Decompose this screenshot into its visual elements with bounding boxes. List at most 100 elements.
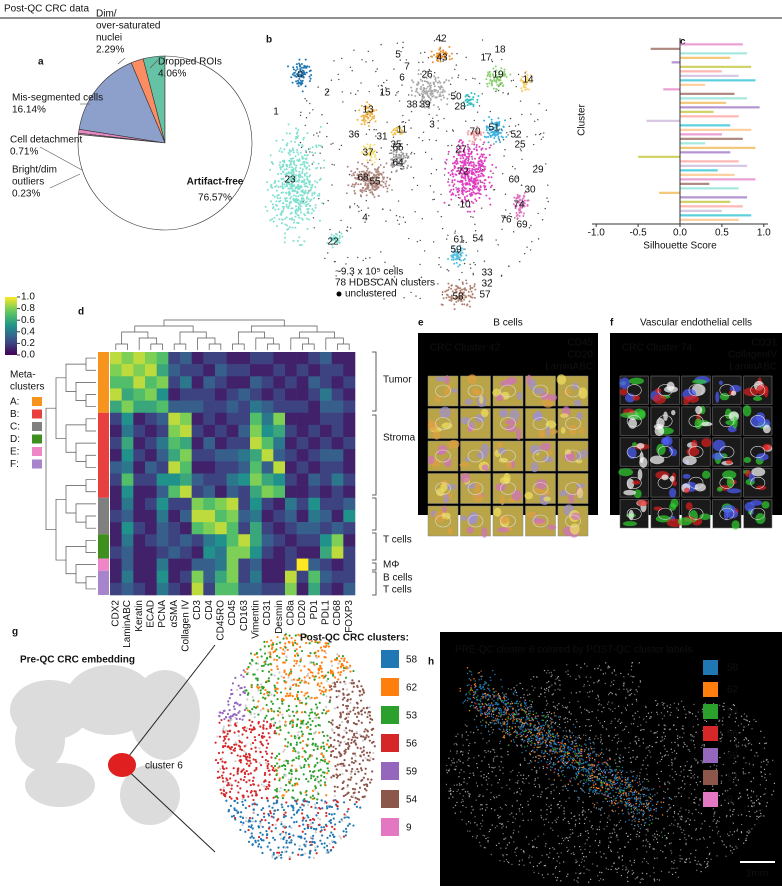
umap-point [375, 157, 378, 160]
scatter-point [270, 700, 273, 703]
heatmap-cell [238, 570, 251, 584]
heatmap-cell [168, 558, 181, 571]
legend-label: F: [10, 459, 19, 470]
umap-point [488, 154, 491, 157]
scatter-point [344, 682, 347, 686]
umap-point [433, 81, 436, 84]
umap-point [422, 89, 425, 92]
cell-blob [443, 493, 450, 504]
scatter-point [291, 719, 294, 722]
heatmap-cell [296, 376, 309, 389]
heatmap-cell [308, 497, 321, 511]
umap-point [432, 117, 434, 119]
umap-point [524, 253, 526, 255]
scatter-point [357, 680, 361, 683]
scatter-point [280, 851, 284, 854]
umap-point [272, 220, 275, 223]
scatter-point [285, 709, 289, 713]
scatter-point [342, 764, 346, 767]
umap-point [365, 194, 368, 197]
dendrogram [134, 325, 194, 332]
umap-point [465, 254, 468, 257]
umap-point [358, 109, 361, 112]
legend-label: A: [10, 397, 19, 408]
umap-point [321, 146, 323, 148]
heatmap-cell [296, 582, 309, 596]
scatter-point [291, 789, 295, 792]
scatter-point [338, 724, 341, 727]
scatter-point [269, 662, 272, 665]
umap-point [382, 166, 385, 169]
heatmap-cell [250, 582, 262, 596]
scatter-point [316, 798, 319, 801]
umap-point [313, 227, 315, 229]
umap-point [453, 262, 456, 265]
scatter-point [263, 645, 266, 648]
scatter-point [274, 823, 277, 826]
umap-point [296, 149, 299, 152]
scatter-point [274, 757, 277, 760]
umap-point [309, 151, 311, 153]
scatter-point [243, 691, 247, 695]
heatmap-cell [133, 376, 146, 389]
heatmap-cell [203, 412, 216, 426]
umap-point [293, 72, 296, 75]
heatmap-cell [343, 449, 356, 462]
scatter-point [280, 803, 283, 806]
umap-point [291, 174, 294, 177]
umap-point [294, 199, 297, 202]
scatter-point [223, 735, 226, 739]
scatter-point [314, 703, 318, 706]
scatter-point [320, 752, 323, 756]
umap-point [301, 66, 304, 69]
umap-point [297, 153, 300, 156]
scatter-point [256, 813, 259, 816]
scatter-point [221, 760, 224, 763]
scatter-point [247, 840, 251, 843]
umap-point [519, 261, 521, 263]
heatmap-cell [261, 473, 274, 486]
umap-point [464, 187, 467, 190]
column-label: CDX2 [110, 600, 121, 627]
umap-point [354, 93, 357, 96]
scatter-point [290, 816, 293, 819]
scatter-point [361, 739, 365, 742]
scatter-point [281, 764, 284, 768]
scatter-point [313, 712, 317, 715]
scatter-point [278, 707, 281, 710]
umap-point [401, 121, 403, 123]
scatter-point [281, 652, 284, 655]
heatmap-cell [110, 473, 122, 486]
leader-line [39, 146, 83, 171]
scatter-point [289, 694, 292, 697]
umap-point [420, 88, 423, 91]
umap-point [369, 257, 371, 259]
umap-point [278, 200, 281, 203]
scatter-point [269, 725, 272, 728]
umap-point [416, 91, 419, 94]
umap-point [446, 130, 448, 132]
scatter-point [354, 736, 357, 739]
scatter-point [270, 756, 273, 759]
umap-point [377, 292, 380, 294]
umap-point [313, 191, 316, 194]
scatter-point [278, 725, 282, 728]
cell-blob [694, 418, 703, 430]
umap-point [396, 148, 399, 151]
umap-point [393, 161, 396, 164]
scatter-point [362, 735, 365, 738]
umap-point [447, 153, 450, 155]
scatter-point [342, 692, 345, 695]
umap-point [497, 136, 500, 139]
image-tile [525, 440, 556, 472]
cell-blob [656, 443, 666, 456]
umap-point [368, 174, 371, 177]
umap-point [508, 125, 510, 128]
scatter-point [354, 722, 357, 726]
heatmap-cell [133, 485, 146, 499]
umap-point [286, 228, 289, 231]
scatter-point [265, 836, 268, 839]
heatmap-cell [145, 534, 157, 547]
heatmap-cell [121, 582, 134, 596]
scatter-point [258, 789, 262, 792]
